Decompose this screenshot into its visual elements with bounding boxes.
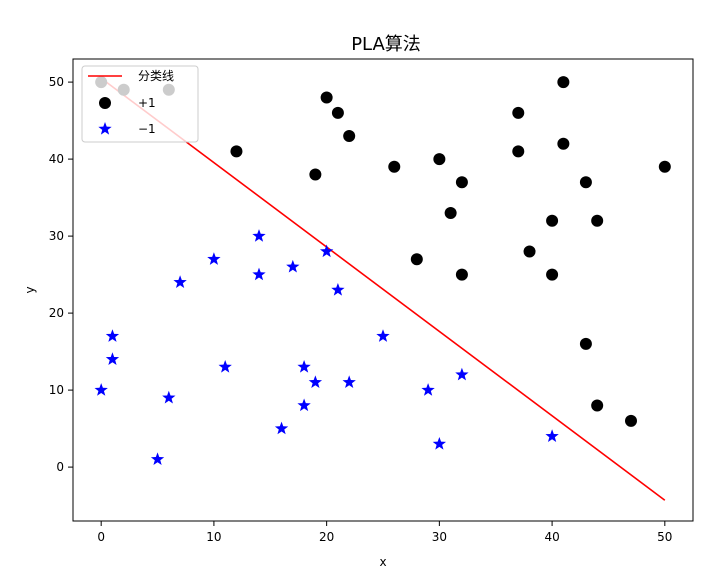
positive-point bbox=[546, 214, 559, 227]
positive-point bbox=[557, 137, 570, 150]
y-axis-label: y bbox=[23, 286, 37, 293]
negative-point bbox=[218, 360, 232, 373]
negative-point bbox=[421, 383, 435, 396]
positive-point bbox=[658, 160, 671, 173]
legend-star-swatch bbox=[98, 122, 112, 135]
negative-point bbox=[173, 275, 187, 288]
positive-point bbox=[546, 268, 559, 281]
positive-point bbox=[444, 207, 457, 219]
negative-point bbox=[94, 383, 108, 396]
negative-point bbox=[207, 252, 221, 265]
legend-label: −1 bbox=[138, 122, 156, 136]
y-tick-label: 30 bbox=[49, 229, 64, 243]
positive-point bbox=[625, 414, 637, 427]
positive-point bbox=[309, 168, 322, 181]
positive-point bbox=[579, 176, 592, 189]
x-tick-label: 10 bbox=[206, 530, 221, 544]
x-axis-label: x bbox=[379, 555, 386, 569]
positive-point bbox=[591, 399, 604, 412]
chart-title: PLA算法 bbox=[351, 34, 421, 55]
plot-frame bbox=[72, 58, 694, 522]
positive-point bbox=[523, 245, 536, 258]
x-tick-label: 40 bbox=[544, 530, 559, 544]
x-tick-label: 20 bbox=[319, 530, 334, 544]
negative-point bbox=[308, 375, 323, 389]
negative-point bbox=[545, 429, 559, 442]
x-tick-label: 50 bbox=[657, 530, 672, 544]
negative-point bbox=[432, 437, 447, 450]
negative-point bbox=[455, 367, 469, 381]
negative-point bbox=[319, 244, 334, 258]
negative-point bbox=[286, 259, 300, 273]
negative-point bbox=[376, 329, 390, 342]
x-tick-label: 30 bbox=[432, 530, 447, 544]
positive-point bbox=[230, 145, 243, 158]
negative-point bbox=[162, 390, 176, 404]
negative-point bbox=[252, 229, 266, 242]
positive-point bbox=[512, 106, 525, 119]
negative-point bbox=[252, 267, 266, 281]
positive-point bbox=[320, 91, 333, 104]
negative-point bbox=[274, 421, 289, 435]
positive-point bbox=[512, 145, 525, 158]
positive-point bbox=[455, 268, 468, 281]
positive-point bbox=[343, 130, 356, 142]
y-tick-label: 20 bbox=[49, 306, 64, 320]
positive-point bbox=[591, 214, 604, 227]
legend-label: 分类线 bbox=[138, 69, 174, 83]
legend-circle-swatch bbox=[99, 97, 111, 109]
positive-point bbox=[557, 76, 570, 89]
negative-point bbox=[150, 452, 165, 466]
negative-point bbox=[105, 329, 120, 342]
negative-point bbox=[342, 375, 356, 389]
x-tick-label: 0 bbox=[97, 530, 105, 544]
negative-point bbox=[297, 398, 311, 412]
negative-point bbox=[297, 360, 311, 373]
negative-point bbox=[331, 283, 345, 296]
y-tick-label: 40 bbox=[49, 152, 64, 166]
positive-point bbox=[410, 253, 423, 266]
y-tick-label: 0 bbox=[56, 460, 64, 474]
legend-label: +1 bbox=[138, 96, 156, 110]
positive-point bbox=[579, 337, 592, 350]
positive-point bbox=[388, 160, 401, 173]
negative-point bbox=[105, 352, 120, 365]
y-tick-label: 10 bbox=[49, 383, 64, 397]
legend: 分类线 +1 −1 bbox=[81, 65, 199, 143]
positive-point bbox=[455, 176, 468, 189]
decision-boundary-line bbox=[100, 77, 666, 501]
y-tick-label: 50 bbox=[49, 75, 64, 89]
positive-point bbox=[331, 106, 344, 119]
legend-box bbox=[81, 65, 199, 143]
positive-point bbox=[433, 153, 446, 166]
